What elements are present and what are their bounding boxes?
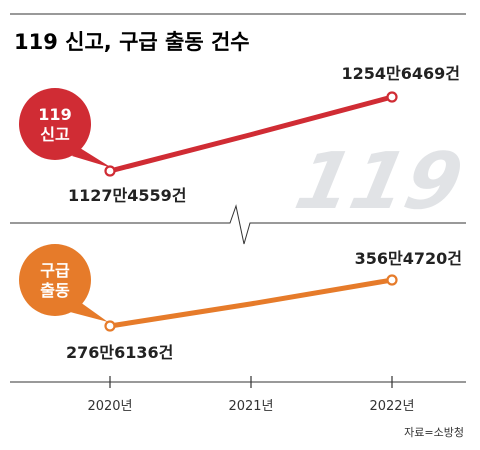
- series-name-label: 119: [38, 105, 71, 124]
- chart-title: 119 신고, 구급 출동 건수: [14, 30, 250, 54]
- data-label-first: 276만6136건: [66, 343, 173, 362]
- data-point: [386, 91, 398, 103]
- data-point: [386, 274, 398, 286]
- data-label-first: 1127만4559건: [68, 186, 187, 205]
- data-point: [104, 320, 116, 332]
- series-line: [107, 277, 395, 329]
- x-tick-label: 2021년: [228, 399, 273, 414]
- data-label-last: 356만4720건: [355, 249, 462, 268]
- series-line: [107, 94, 395, 174]
- data-label-last: 1254만6469건: [341, 64, 460, 83]
- series-name-label: 출동: [40, 281, 70, 300]
- axis-break-divider: [10, 204, 466, 245]
- source-note: 자료=소방청: [404, 426, 464, 439]
- series-name-label: 구급: [40, 261, 70, 280]
- series-bubble: [19, 88, 91, 160]
- bubble-tail: [70, 302, 108, 322]
- series-name-label: 신고: [40, 125, 70, 144]
- data-point: [104, 165, 116, 177]
- series-bubble: [19, 244, 91, 316]
- watermark-119: 119: [288, 136, 470, 227]
- x-tick-label: 2022년: [369, 399, 414, 414]
- x-tick-label: 2020년: [87, 399, 132, 414]
- bubble-tail: [72, 148, 112, 168]
